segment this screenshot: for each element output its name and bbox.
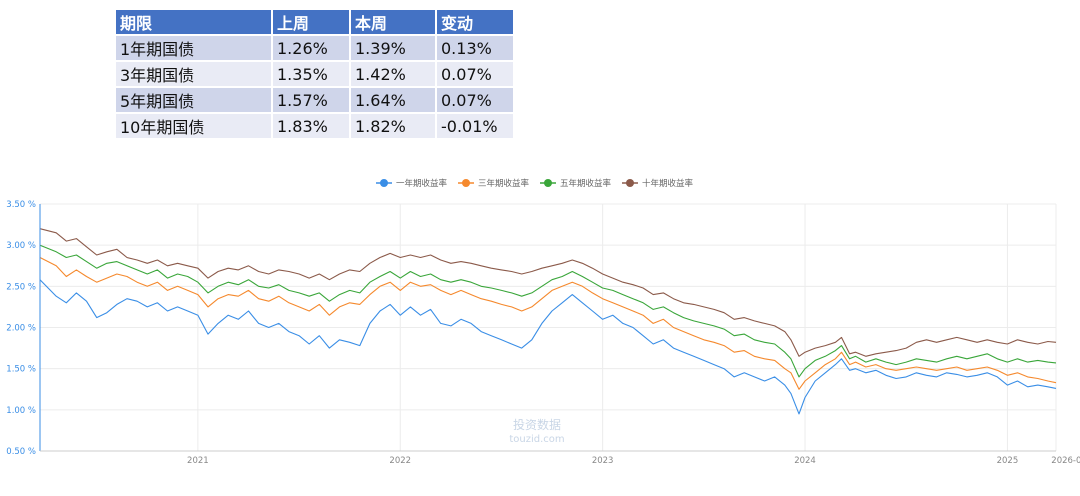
- cell-this-week: 1.39%: [351, 36, 437, 62]
- yield-comparison-table: 期限 上周 本周 变动 1年期国债 1.26% 1.39% 0.13% 3年期国…: [116, 10, 515, 140]
- cell-last-week: 1.35%: [273, 62, 351, 88]
- y-tick-label: 2.50 %: [6, 282, 36, 292]
- series-line-4: [39, 228, 1057, 357]
- series-line-3: [39, 244, 1057, 378]
- legend-swatch-dot: [626, 179, 634, 187]
- cell-term: 3年期国债: [116, 62, 273, 88]
- legend-swatch-dot: [544, 179, 552, 187]
- cell-change: -0.01%: [437, 114, 515, 140]
- y-tick-label: 1.50 %: [6, 365, 36, 375]
- yield-chart-svg: 一年期收益率 三年期收益率 五年期收益率 十年期收益率 投资数据 touzid.com…: [6, 178, 1080, 466]
- cell-last-week: 1.26%: [273, 36, 351, 62]
- legend-label: 三年期收益率: [478, 178, 530, 189]
- legend-label: 五年期收益率: [560, 178, 612, 189]
- table-row: 1年期国债 1.26% 1.39% 0.13%: [116, 36, 515, 62]
- y-tick-label: 2.00 %: [6, 324, 36, 334]
- cell-term: 10年期国债: [116, 114, 273, 140]
- watermark-site: touzid.com: [509, 434, 564, 445]
- cell-this-week: 1.64%: [351, 88, 437, 114]
- x-tick-label: 2025: [997, 456, 1019, 466]
- legend-swatch-dot: [380, 179, 388, 187]
- y-tick-label: 0.50 %: [6, 447, 36, 457]
- header-term: 期限: [116, 10, 273, 36]
- yield-chart: 一年期收益率 三年期收益率 五年期收益率 十年期收益率 投资数据 touzid.com…: [0, 170, 1080, 492]
- cell-change: 0.13%: [437, 36, 515, 62]
- legend-item[interactable]: 五年期收益率: [540, 178, 612, 189]
- legend-item[interactable]: 一年期收益率: [376, 178, 448, 189]
- cell-term: 1年期国债: [116, 36, 273, 62]
- x-tick-label: 2023: [592, 456, 614, 466]
- series-line-2: [39, 257, 1057, 390]
- legend-item[interactable]: 三年期收益率: [458, 178, 530, 189]
- header-change: 变动: [437, 10, 515, 36]
- legend-label: 十年期收益率: [642, 178, 694, 189]
- cell-last-week: 1.83%: [273, 114, 351, 140]
- table-row: 10年期国债 1.83% 1.82% -0.01%: [116, 114, 515, 140]
- legend-swatch-dot: [462, 179, 470, 187]
- cell-change: 0.07%: [437, 62, 515, 88]
- x-tick-label: 2021: [187, 456, 209, 466]
- y-tick-label: 1.00 %: [6, 406, 36, 416]
- legend-label: 一年期收益率: [396, 178, 448, 189]
- series-line-1: [39, 279, 1057, 415]
- chart-legend[interactable]: 一年期收益率 三年期收益率 五年期收益率 十年期收益率: [376, 178, 694, 189]
- legend-item[interactable]: 十年期收益率: [622, 178, 694, 189]
- table-row: 3年期国债 1.35% 1.42% 0.07%: [116, 62, 515, 88]
- chart-axes: 0.50 % 1.00 % 1.50 % 2.00 % 2.50 % 3.00 % 3.50…: [6, 200, 1080, 466]
- header-last-week: 上周: [273, 10, 351, 36]
- y-tick-label: 3.50 %: [6, 200, 36, 210]
- x-tick-label: 2026-03-27: [1051, 456, 1080, 466]
- watermark-logo: 投资数据: [513, 417, 561, 432]
- header-this-week: 本周: [351, 10, 437, 36]
- table-row: 5年期国债 1.57% 1.64% 0.07%: [116, 88, 515, 114]
- cell-this-week: 1.82%: [351, 114, 437, 140]
- x-tick-label: 2024: [794, 456, 816, 466]
- cell-term: 5年期国债: [116, 88, 273, 114]
- cell-change: 0.07%: [437, 88, 515, 114]
- cell-this-week: 1.42%: [351, 62, 437, 88]
- watermark: 投资数据 touzid.com: [509, 417, 564, 445]
- x-tick-label: 2022: [389, 456, 411, 466]
- cell-last-week: 1.57%: [273, 88, 351, 114]
- chart-lines: [39, 228, 1057, 415]
- y-tick-label: 3.00 %: [6, 241, 36, 251]
- table-header-row: 期限 上周 本周 变动: [116, 10, 515, 36]
- chart-grid: [40, 203, 1057, 452]
